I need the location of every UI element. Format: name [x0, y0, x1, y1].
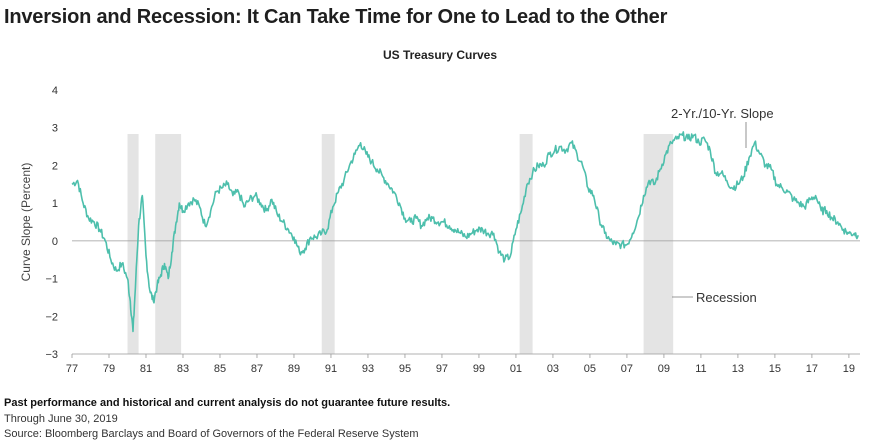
y-tick-label: −1 [45, 274, 58, 286]
x-tick-label: 17 [806, 363, 818, 375]
y-tick-label: 3 [52, 123, 58, 135]
x-tick-label: 91 [325, 363, 337, 375]
x-tick-label: 77 [66, 363, 78, 375]
x-tick-label: 07 [621, 363, 633, 375]
x-tick-label: 83 [177, 363, 189, 375]
recession-bands [127, 134, 674, 354]
x-tick-label: 85 [214, 363, 226, 375]
x-tick-label: 81 [140, 363, 152, 375]
x-tick-label: 93 [362, 363, 374, 375]
x-tick-label: 15 [769, 363, 781, 375]
x-axis: 77 79 81 83 85 87 89 91 93 95 97 99 01 03 05 07 09 11 13 15… [66, 354, 855, 375]
y-tick-label: −3 [45, 349, 58, 361]
footer-disclaimer: Past performance and historical and curr… [4, 397, 451, 409]
footer-date-note: Through June 30, 2019 [4, 413, 118, 425]
recession-band-4 [519, 134, 533, 354]
series-line-2yr-10yr-slope [71, 131, 859, 333]
y-tick-label: 2 [52, 160, 58, 172]
x-tick-label: 03 [547, 363, 559, 375]
recession-band-1 [127, 134, 139, 354]
x-tick-label: 19 [843, 363, 855, 375]
chart-title: Inversion and Recession: It Can Take Tim… [4, 6, 668, 28]
x-tick-label: 97 [436, 363, 448, 375]
recession-band-2 [155, 134, 182, 354]
y-axis: −3 −2 −1 0 1 2 3 4 [45, 85, 58, 361]
x-tick-label: 99 [473, 363, 485, 375]
x-tick-label: 11 [695, 363, 706, 375]
recession-band-3 [321, 134, 335, 354]
x-tick-label: 09 [658, 363, 670, 375]
y-axis-label: Curve Slope (Percent) [19, 163, 33, 282]
chart-subtitle: US Treasury Curves [382, 48, 498, 62]
x-tick-label: 13 [732, 363, 744, 375]
y-tick-label: 1 [52, 198, 58, 210]
footer-source: Source: Bloomberg Barclays and Board of … [4, 428, 419, 440]
x-tick-label: 05 [584, 363, 596, 375]
x-tick-label: 79 [103, 363, 115, 375]
y-tick-label: 0 [52, 236, 58, 248]
y-tick-label: 4 [52, 85, 58, 97]
series-annotation-label: 2-Yr./10-Yr. Slope [671, 106, 774, 121]
x-tick-label: 01 [510, 363, 522, 375]
recession-band-5 [643, 134, 674, 354]
y-tick-label: −2 [45, 311, 58, 323]
x-tick-label: 95 [399, 363, 411, 375]
recession-annotation-label: Recession [696, 290, 757, 305]
x-tick-label: 89 [288, 363, 300, 375]
x-tick-label: 87 [251, 363, 263, 375]
